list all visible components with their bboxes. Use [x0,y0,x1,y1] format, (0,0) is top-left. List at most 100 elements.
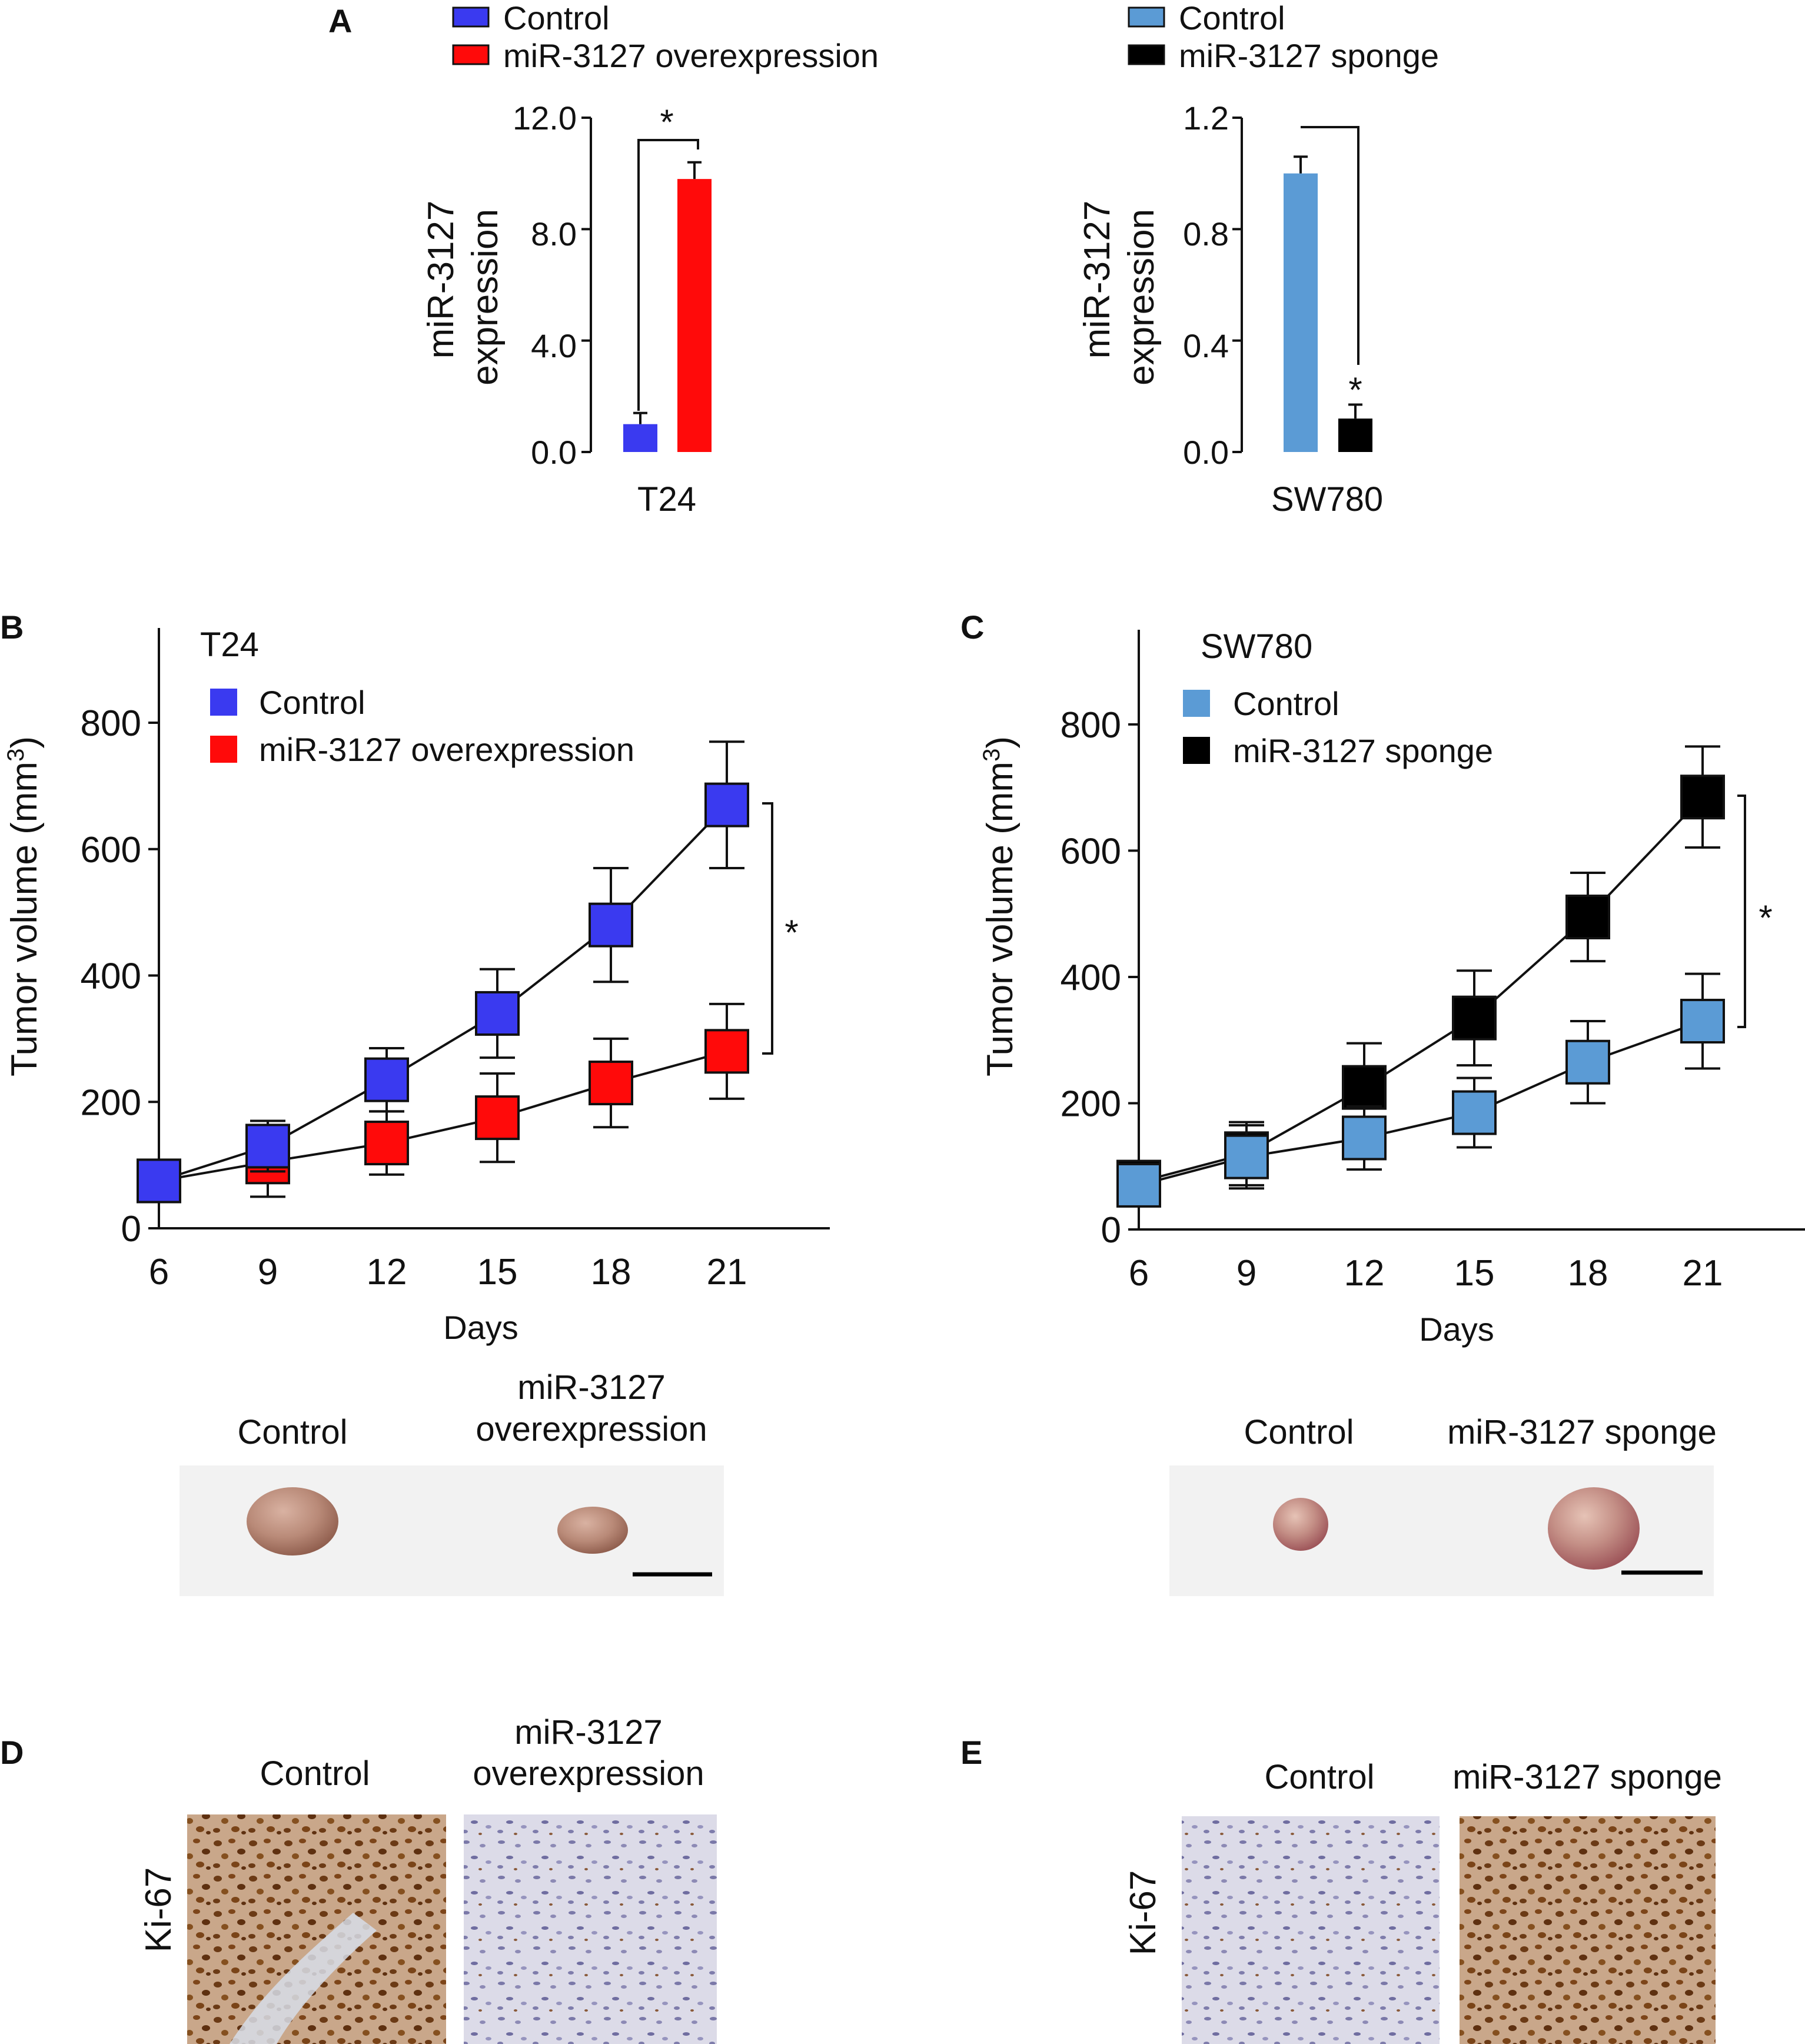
y-tick-label: 0.8 [1183,215,1229,252]
photo-label-control: Control [238,1413,348,1451]
panel-letter-a: A [328,2,352,39]
y-tick-label: 400 [81,956,141,997]
legend-label-overexpression: miR-3127 overexpression [503,37,879,74]
marker-mir-3127-sponge [1452,995,1497,1041]
ihc-label-treatment: miR-3127 sponge [1452,1758,1722,1796]
significance-star: * [785,913,798,952]
y-tick-label: 0.0 [1183,434,1229,471]
panel-letter-c: C [960,609,984,646]
legend-label-overexpression: miR-3127 overexpression [259,731,634,768]
tumor-photo-panel-right: Control miR-3127 sponge [1169,1413,1717,1596]
marker-control [589,902,633,948]
marker-mir-3127-sponge [1680,775,1725,820]
ihc-image-sponge [1460,1816,1716,2044]
ihc-panel-right: Control miR-3127 sponge Ki-67 [1123,1758,1722,2044]
x-tick-label: 18 [1568,1253,1608,1294]
legend-label-control: Control [503,0,610,36]
y-tick-label: 0 [121,1209,141,1249]
legend-marker-sponge [1183,737,1210,764]
y-tick-label: 4.0 [531,327,577,364]
significance-bracket [1737,795,1746,1028]
bar-chart-sw780: Control miR-3127 sponge 0.0 0.4 0.8 1.2 … [1077,0,1439,519]
chart-title: T24 [200,626,259,664]
x-axis-title: SW780 [1271,480,1383,519]
legend-swatch-overexpression [452,44,490,65]
x-axis-title: Days [1419,1311,1494,1348]
ihc-label-treatment-line2: overexpression [473,1754,704,1793]
marker-mir-3127-overexpression [589,1061,633,1106]
y-tick-label: 0 [1101,1210,1121,1251]
ihc-image-control [187,1814,446,2044]
y-tick-label: 200 [1061,1084,1121,1124]
x-tick-label: 21 [1683,1253,1723,1294]
legend-swatch-control [1128,6,1165,28]
y-axis-title-text: Tumor volume (mm [980,762,1020,1076]
plot-area [137,740,749,1204]
significance-star: * [1348,370,1362,410]
x-tick-label: 12 [367,1252,407,1292]
growth-chart-sw780: SW780 Control miR-3127 sponge Days Tumor… [979,627,1805,1348]
y-tick-label: 0.0 [531,434,577,471]
tumor-control [1273,1498,1328,1551]
legend-swatch-control [452,6,490,28]
marker-control [245,1124,290,1169]
y-tick-label: 600 [1061,831,1121,872]
x-tick-label: 6 [149,1252,169,1292]
y-tick-label: 8.0 [531,215,577,252]
marker-mir-3127-overexpression [364,1121,409,1166]
y-tick-label: 200 [81,1082,141,1123]
x-tick-label: 9 [258,1252,278,1292]
photo-label-treatment-line1: miR-3127 [517,1368,665,1407]
series-line-control [158,804,728,1182]
y-axis-title-line1: miR-3127 [1077,201,1118,359]
plot-area [1116,745,1725,1208]
legend-marker-control [210,689,237,716]
panel-letter-e: E [960,1734,982,1771]
y-axis-title: Tumor volume (mm3) [979,736,1020,1076]
photo-label-treatment-line2: overexpression [476,1410,707,1448]
legend-label-control: Control [1179,0,1285,36]
y-tick-label: 400 [1061,958,1121,998]
marker-mir-3127-sponge [1342,1065,1387,1110]
ihc-panel-left: Control miR-3127 overexpression Ki-67 [138,1713,717,2044]
y-axis-title-superscript: 3 [3,749,29,762]
marker-mir-3127-overexpression [704,1029,749,1074]
y-tick-label: 600 [81,830,141,870]
bar-control [623,424,657,452]
marker-control [1224,1134,1269,1179]
panel-letter-b: B [0,609,24,646]
y-axis-title-text: Tumor volume (mm [4,762,45,1076]
bars [1284,155,1372,452]
marker-control [1342,1115,1387,1161]
significance-bracket [1301,126,1359,365]
y-tick-label: 800 [1061,705,1121,746]
x-tick-label: 21 [707,1252,747,1292]
ihc-label-control: Control [260,1754,370,1793]
legend-marker-control [1183,690,1210,717]
marker-control [1452,1090,1497,1135]
ihc-image-control [1182,1816,1440,2044]
legend-marker-overexpression [210,736,237,763]
x-tick-label: 9 [1236,1253,1256,1294]
y-tick-label: 1.2 [1183,99,1229,137]
y-tick-label: 12.0 [513,99,577,137]
bar-chart-t24: Control miR-3127 overexpression 0.0 4.0 … [421,0,879,519]
y-tick-label: 0.4 [1183,327,1229,364]
growth-chart-t24: T24 Control miR-3127 overexpression Days… [3,626,830,1346]
marker-control [364,1057,409,1102]
ihc-image-control-stroma [230,1913,377,2044]
tumor-control [247,1487,338,1556]
bar-mir-3127-overexpression [677,179,712,452]
bar-mir-3127-sponge [1338,418,1372,452]
bars [623,161,712,452]
ihc-label-treatment-line1: miR-3127 [514,1713,662,1751]
y-axis-title-close: ) [4,736,45,749]
series-line-mir-3127-overexpression [158,1050,727,1182]
x-tick-label: 15 [477,1252,518,1292]
legend-label-sponge: miR-3127 sponge [1233,732,1493,769]
tumor-sponge [1548,1487,1640,1570]
ihc-stain-label: Ki-67 [1123,1870,1164,1956]
y-axis-title-line2: expression [465,209,506,385]
x-axis-title: T24 [637,480,696,519]
